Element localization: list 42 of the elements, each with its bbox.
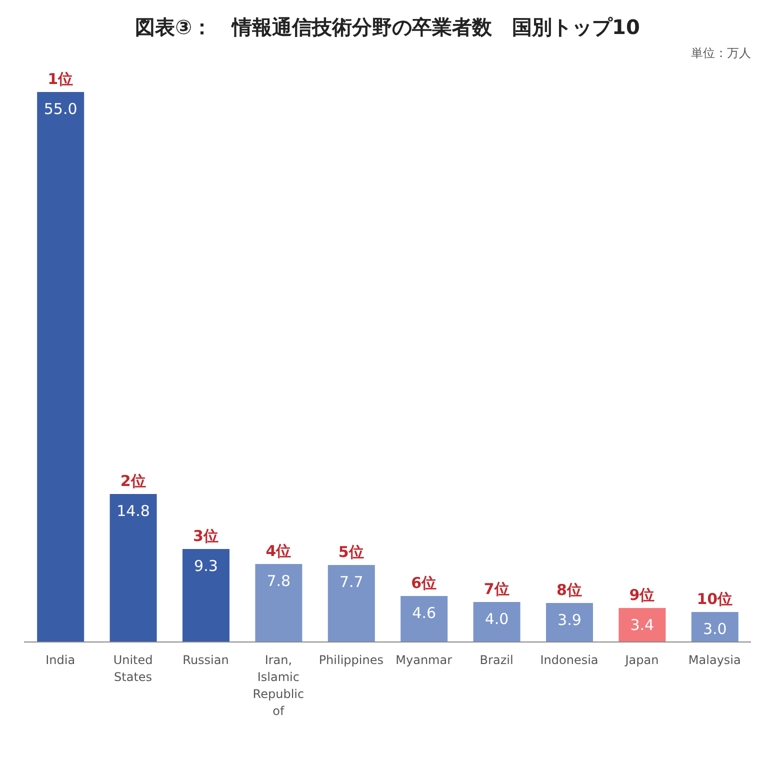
bar [37,92,84,642]
x-tick-label: India [46,653,76,667]
annotation: 6位 [411,574,437,592]
annotation: 8位 [556,581,582,599]
annotation: 10位 [696,590,733,608]
bar [255,564,302,642]
data-label: 55.0 [44,100,78,118]
data-label: 14.8 [116,502,150,520]
annotation: 5位 [338,543,364,561]
bar [400,596,448,642]
bar [328,565,375,642]
data-label: 3.0 [702,620,727,638]
text: 単位：万人 [690,45,752,62]
bar [473,602,520,642]
bar [110,494,157,642]
bar [691,612,738,642]
x-tick-label: United States [113,653,153,684]
bar [182,549,230,642]
annotation: 7位 [484,580,510,598]
data-label: 4.6 [412,604,436,622]
x-tick-label: Russian [182,653,229,667]
annotation: 2位 [120,472,146,490]
x-tick-label: Malaysia [688,653,741,667]
x-tick-label: Brazil [480,653,514,667]
data-label: 3.4 [630,616,654,634]
data-label: 7.8 [266,572,291,590]
annotation: 9位 [629,586,655,604]
data-label: 3.9 [558,611,582,629]
bar [618,608,666,642]
annotation: 3位 [193,527,218,545]
x-tick-label: Myanmar [396,653,452,667]
bar [546,603,593,642]
annotation: 1位 [48,70,74,88]
annotation: 4位 [266,542,292,560]
x-tick-label: Indonesia [540,653,598,667]
chart-title: 図表③： 情報通信技術分野の卒業者数 国別トップ10 [134,14,641,41]
data-label: 4.0 [484,610,509,628]
data-label: 9.3 [194,557,218,575]
x-tick-label: Japan [624,653,659,667]
x-tick-label: Philippines [318,653,384,667]
x-tick-label: Iran, Islamic Republic of [252,653,304,718]
data-label: 7.7 [339,573,364,591]
